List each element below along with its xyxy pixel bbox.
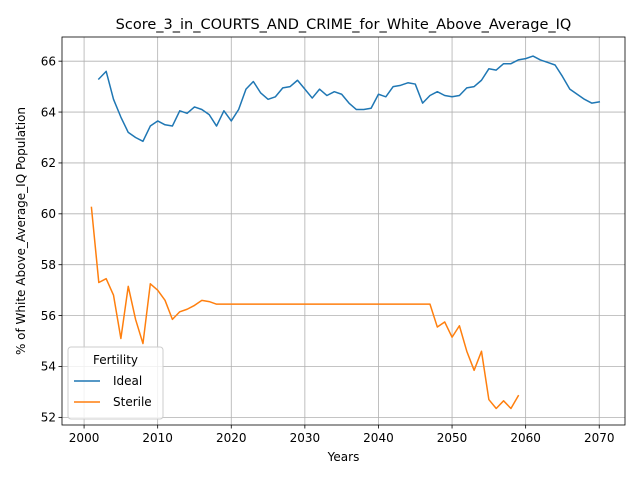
y-tick-label: 56 xyxy=(41,309,56,323)
legend: Fertility Ideal Sterile xyxy=(67,346,164,420)
legend-label-ideal: Ideal xyxy=(113,374,142,388)
legend-title: Fertility xyxy=(93,353,138,367)
y-tick-label: 52 xyxy=(41,411,56,425)
series-lines xyxy=(90,55,601,410)
legend-box xyxy=(67,346,164,420)
y-tick-label: 54 xyxy=(41,360,56,374)
y-tick-label: 58 xyxy=(41,258,56,272)
y-tick-label: 64 xyxy=(41,105,56,119)
chart-title: Score_3_in_COURTS_AND_CRIME_for_White_Ab… xyxy=(116,17,572,33)
x-axis-label: Years xyxy=(327,450,360,464)
y-tick-label: 60 xyxy=(41,207,56,221)
plot-area-frame xyxy=(61,36,626,426)
x-tick-label: 2050 xyxy=(437,431,468,445)
y-tick-label: 62 xyxy=(41,156,56,170)
x-tick-label: 2010 xyxy=(142,431,173,445)
y-axis-label: % of White Above_Average_IQ Population xyxy=(14,107,28,355)
series-line-ideal xyxy=(97,55,601,143)
x-tick-label: 2030 xyxy=(290,431,321,445)
x-tick-label: 2070 xyxy=(584,431,615,445)
x-tick-label: 2020 xyxy=(216,431,247,445)
x-tick-label: 2040 xyxy=(363,431,394,445)
x-tick-label: 2060 xyxy=(510,431,541,445)
series-line-sterile xyxy=(90,206,520,410)
y-tick-label: 66 xyxy=(41,54,56,68)
x-tick-label: 2000 xyxy=(69,431,100,445)
legend-label-sterile: Sterile xyxy=(113,395,152,409)
axis-ticks: 2000 2010 2020 2030 2040 2050 2060 2070 52 54 56 58… xyxy=(41,54,615,445)
